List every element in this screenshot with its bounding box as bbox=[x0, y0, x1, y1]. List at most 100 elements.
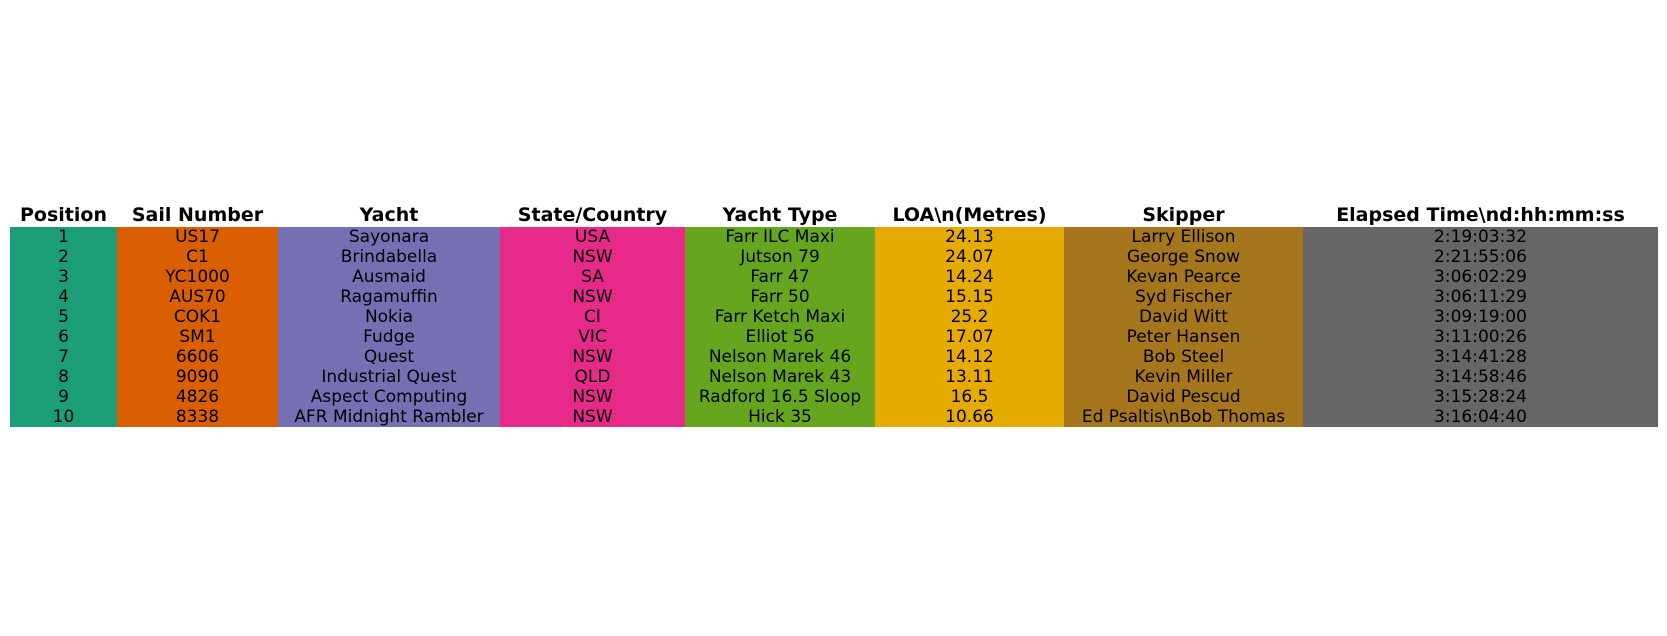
table-header: Position Sail Number Yacht State/Country Yac… bbox=[10, 203, 1658, 227]
cell-elapsed: 3:14:41:28 bbox=[1303, 347, 1658, 367]
cell-yacht-type: Jutson 79 bbox=[685, 247, 875, 267]
cell-yacht-type: Farr 47 bbox=[685, 267, 875, 287]
table-row: 7 6606 Quest NSW Nelson Marek 46 14.12 Bob Ste… bbox=[10, 347, 1658, 367]
cell-state-country: CI bbox=[500, 307, 685, 327]
cell-sail-number: 6606 bbox=[117, 347, 278, 367]
column-header-state-country: State/Country bbox=[517, 204, 668, 226]
cell-elapsed: 3:11:00:26 bbox=[1303, 327, 1658, 347]
column-header-skipper: Skipper bbox=[1142, 204, 1225, 226]
table-row: 3 YC1000 Ausmaid SA Farr 47 14.24 Kevan Pearce… bbox=[10, 267, 1658, 287]
cell-position: 8 bbox=[10, 367, 117, 387]
cell-skipper: David Pescud bbox=[1064, 387, 1303, 407]
cell-skipper: Syd Fischer bbox=[1064, 287, 1303, 307]
header-row: Position Sail Number Yacht State/Country Yac… bbox=[10, 203, 1658, 227]
cell-elapsed: 3:09:19:00 bbox=[1303, 307, 1658, 327]
table-row: 5 COK1 Nokia CI Farr Ketch Maxi 25.2 David Wit… bbox=[10, 307, 1658, 327]
cell-sail-number: C1 bbox=[117, 247, 278, 267]
cell-elapsed: 3:16:04:40 bbox=[1303, 407, 1658, 427]
cell-yacht: Nokia bbox=[278, 307, 500, 327]
cell-sail-number: 8338 bbox=[117, 407, 278, 427]
cell-state-country: USA bbox=[500, 227, 685, 247]
cell-sail-number: COK1 bbox=[117, 307, 278, 327]
cell-state-country: NSW bbox=[500, 387, 685, 407]
cell-state-country: NSW bbox=[500, 287, 685, 307]
column-header-loa: LOA\n(Metres) bbox=[892, 204, 1047, 226]
table-row: 8 9090 Industrial Quest QLD Nelson Marek 43 1… bbox=[10, 367, 1658, 387]
cell-yacht: Sayonara bbox=[278, 227, 500, 247]
column-header-position: Position bbox=[20, 204, 107, 226]
cell-state-country: QLD bbox=[500, 367, 685, 387]
cell-loa: 24.07 bbox=[875, 247, 1064, 267]
cell-position: 4 bbox=[10, 287, 117, 307]
column-header-sail-number: Sail Number bbox=[131, 204, 264, 226]
table-row: 2 C1 Brindabella NSW Jutson 79 24.07 George Sn… bbox=[10, 247, 1658, 267]
cell-yacht-type: Farr ILC Maxi bbox=[685, 227, 875, 247]
cell-elapsed: 2:19:03:32 bbox=[1303, 227, 1658, 247]
cell-state-country: NSW bbox=[500, 347, 685, 367]
cell-loa: 14.12 bbox=[875, 347, 1064, 367]
table-row: 1 US17 Sayonara USA Farr ILC Maxi 24.13 Larry … bbox=[10, 227, 1658, 247]
cell-loa: 13.11 bbox=[875, 367, 1064, 387]
cell-sail-number: SM1 bbox=[117, 327, 278, 347]
cell-yacht-type: Elliot 56 bbox=[685, 327, 875, 347]
cell-yacht-type: Nelson Marek 46 bbox=[685, 347, 875, 367]
cell-position: 5 bbox=[10, 307, 117, 327]
cell-skipper: George Snow bbox=[1064, 247, 1303, 267]
cell-yacht-type: Radford 16.5 Sloop bbox=[685, 387, 875, 407]
cell-position: 1 bbox=[10, 227, 117, 247]
cell-elapsed: 3:06:11:29 bbox=[1303, 287, 1658, 307]
cell-position: 10 bbox=[10, 407, 117, 427]
cell-skipper: Kevan Pearce bbox=[1064, 267, 1303, 287]
cell-skipper: Ed Psaltis\nBob Thomas bbox=[1064, 407, 1303, 427]
table-row: 4 AUS70 Ragamuffin NSW Farr 50 15.15 Syd Fisch… bbox=[10, 287, 1658, 307]
cell-yacht: Aspect Computing bbox=[278, 387, 500, 407]
cell-yacht: Brindabella bbox=[278, 247, 500, 267]
cell-yacht-type: Farr 50 bbox=[685, 287, 875, 307]
cell-skipper: Kevin Miller bbox=[1064, 367, 1303, 387]
cell-loa: 15.15 bbox=[875, 287, 1064, 307]
cell-loa: 16.5 bbox=[875, 387, 1064, 407]
column-header-elapsed: Elapsed Time\nd:hh:mm:ss bbox=[1336, 204, 1625, 226]
cell-elapsed: 3:14:58:46 bbox=[1303, 367, 1658, 387]
cell-state-country: NSW bbox=[500, 407, 685, 427]
cell-yacht: Quest bbox=[278, 347, 500, 367]
cell-skipper: David Witt bbox=[1064, 307, 1303, 327]
cell-yacht-type: Nelson Marek 43 bbox=[685, 367, 875, 387]
table-row: 6 SM1 Fudge VIC Elliot 56 17.07 Peter Hansen 3:… bbox=[10, 327, 1658, 347]
results-table: Position Sail Number Yacht State/Country Yac… bbox=[10, 203, 1658, 427]
cell-skipper: Peter Hansen bbox=[1064, 327, 1303, 347]
cell-sail-number: AUS70 bbox=[117, 287, 278, 307]
cell-state-country: SA bbox=[500, 267, 685, 287]
cell-loa: 24.13 bbox=[875, 227, 1064, 247]
cell-position: 9 bbox=[10, 387, 117, 407]
cell-elapsed: 3:06:02:29 bbox=[1303, 267, 1658, 287]
column-header-yacht-type: Yacht Type bbox=[722, 204, 838, 226]
cell-sail-number: YC1000 bbox=[117, 267, 278, 287]
cell-sail-number: US17 bbox=[117, 227, 278, 247]
cell-yacht: Fudge bbox=[278, 327, 500, 347]
cell-yacht-type: Hick 35 bbox=[685, 407, 875, 427]
cell-position: 3 bbox=[10, 267, 117, 287]
table-row: 9 4826 Aspect Computing NSW Radford 16.5 Slo… bbox=[10, 387, 1658, 407]
cell-skipper: Larry Ellison bbox=[1064, 227, 1303, 247]
cell-loa: 17.07 bbox=[875, 327, 1064, 347]
cell-state-country: NSW bbox=[500, 247, 685, 267]
table-row: 10 8338 AFR Midnight Rambler NSW Hick 35 10.6… bbox=[10, 407, 1658, 427]
cell-loa: 25.2 bbox=[875, 307, 1064, 327]
cell-skipper: Bob Steel bbox=[1064, 347, 1303, 367]
cell-loa: 14.24 bbox=[875, 267, 1064, 287]
cell-yacht-type: Farr Ketch Maxi bbox=[685, 307, 875, 327]
cell-elapsed: 3:15:28:24 bbox=[1303, 387, 1658, 407]
cell-position: 7 bbox=[10, 347, 117, 367]
cell-sail-number: 9090 bbox=[117, 367, 278, 387]
cell-yacht: AFR Midnight Rambler bbox=[278, 407, 500, 427]
cell-elapsed: 2:21:55:06 bbox=[1303, 247, 1658, 267]
cell-sail-number: 4826 bbox=[117, 387, 278, 407]
column-header-yacht: Yacht bbox=[359, 204, 419, 226]
cell-position: 2 bbox=[10, 247, 117, 267]
cell-yacht: Industrial Quest bbox=[278, 367, 500, 387]
cell-yacht: Ausmaid bbox=[278, 267, 500, 287]
cell-yacht: Ragamuffin bbox=[278, 287, 500, 307]
results-table-container: Position Sail Number Yacht State/Country Yac… bbox=[10, 203, 1658, 427]
cell-state-country: VIC bbox=[500, 327, 685, 347]
